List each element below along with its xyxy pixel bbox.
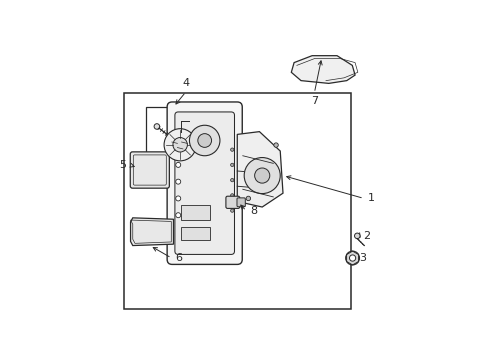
Bar — [146, 107, 201, 168]
Bar — [181, 204, 210, 220]
Circle shape — [176, 196, 181, 201]
FancyBboxPatch shape — [167, 102, 242, 264]
Text: 5: 5 — [119, 159, 126, 170]
Circle shape — [198, 134, 212, 147]
Text: 2: 2 — [363, 231, 370, 241]
Circle shape — [190, 125, 220, 156]
Circle shape — [154, 124, 160, 129]
Circle shape — [274, 143, 278, 147]
Circle shape — [349, 255, 356, 261]
Text: 8: 8 — [250, 206, 257, 216]
Circle shape — [355, 233, 360, 239]
Bar — [123, 93, 351, 309]
Text: 1: 1 — [368, 193, 374, 203]
Circle shape — [345, 251, 360, 265]
Circle shape — [176, 213, 181, 218]
Circle shape — [173, 138, 187, 152]
Text: 7: 7 — [311, 96, 318, 107]
Circle shape — [231, 194, 234, 197]
Text: 6: 6 — [176, 253, 183, 263]
Circle shape — [255, 168, 270, 183]
Circle shape — [231, 179, 234, 182]
Text: 4: 4 — [182, 77, 190, 87]
Circle shape — [231, 209, 234, 212]
Circle shape — [176, 162, 181, 167]
Circle shape — [244, 158, 280, 194]
FancyBboxPatch shape — [130, 152, 170, 188]
Circle shape — [231, 163, 234, 167]
FancyBboxPatch shape — [226, 196, 240, 208]
Polygon shape — [237, 132, 283, 207]
Circle shape — [231, 148, 234, 151]
Circle shape — [164, 129, 196, 161]
FancyBboxPatch shape — [237, 198, 245, 207]
Circle shape — [176, 179, 181, 184]
Circle shape — [246, 196, 250, 201]
Polygon shape — [130, 218, 173, 246]
Bar — [181, 228, 210, 240]
Text: 3: 3 — [359, 253, 366, 263]
Polygon shape — [292, 56, 355, 84]
FancyBboxPatch shape — [175, 112, 235, 255]
